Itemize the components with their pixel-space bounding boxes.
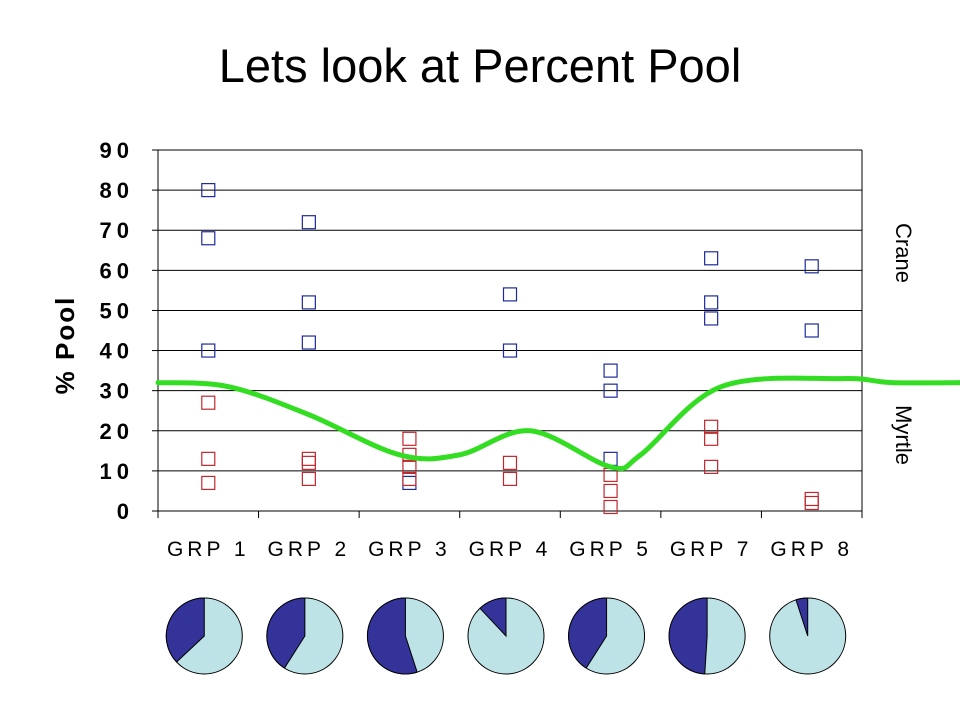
myrtle-marker [603,467,618,482]
myrtle-marker [704,459,719,474]
pie-grp-3 [366,597,444,675]
crane-marker [704,311,719,326]
pie-dark-slice [479,597,507,638]
myrtle-marker [402,459,417,474]
x-tick-labels: GRP 1 GRP 2 GRP 3 GRP 4 GRP 5 GRP 7 GRP 8 [157,511,863,561]
y-axis-label: % Pool [50,296,80,395]
axes [157,150,863,512]
y-tick-labels: 0 10 20 30 40 50 60 70 80 90 [100,138,134,524]
myrtle-marker [603,483,618,499]
myrtle-marker [704,419,719,434]
myrtle-marker [502,455,518,470]
pie-dark-slice [165,597,205,663]
crane-side-label: Crane [891,223,916,283]
pie-dark-slice [795,597,809,637]
divider-curve [155,375,960,472]
myrtle-marker [804,491,819,507]
slide-title: Lets look at Percent Pool [218,39,742,92]
myrtle-marker [201,451,216,466]
y-tick-label: 60 [100,258,134,283]
crane-marker [603,383,618,398]
x-tick-label: GRP 3 [368,538,451,561]
myrtle-marker [402,471,417,487]
myrtle-marker [502,471,518,487]
x-tick-label: GRP 5 [569,538,652,561]
crane-marker [704,295,719,310]
x-tick-label: GRP 1 [167,538,250,561]
crane-marker [502,287,518,302]
crane-marker [804,259,819,274]
pie-grp-7 [668,597,746,675]
pie-dark-slice [668,597,708,675]
myrtle-side-label: Myrtle [891,405,916,465]
crane-marker [804,323,819,338]
myrtle-marker [402,431,417,446]
crane-marker [201,343,216,358]
y-tick-label: 90 [100,138,134,163]
myrtle-marker [301,471,316,487]
y-tick-label: 30 [100,379,134,404]
myrtle-marker [603,499,618,515]
data-markers [201,183,819,515]
crane-marker [502,343,518,358]
myrtle-marker [704,431,719,446]
pie-grp-4 [467,597,545,675]
crane-marker [603,363,618,378]
myrtle-marker [201,395,216,410]
pie-grp-1 [165,597,243,675]
y-tick-label: 70 [100,218,134,243]
pie-dark-slice [266,597,306,669]
y-tick-label: 40 [100,339,134,364]
pie-grp-5 [568,597,646,675]
pie-dark-slice [366,597,418,675]
y-tick-label: 10 [100,459,134,484]
crane-marker [704,251,719,266]
myrtle-marker [804,495,819,511]
crane-marker [301,215,316,230]
pie-grp-2 [266,597,344,675]
crane-marker [301,295,316,310]
myrtle-marker [301,451,316,466]
y-tick-label: 50 [100,298,134,323]
myrtle-marker [201,475,216,491]
pie-dark-slice [568,597,608,669]
y-tick-label: 20 [100,419,134,444]
y-tick-label: 80 [100,178,134,203]
myrtle-marker [301,455,316,470]
x-tick-label: GRP 2 [268,538,351,561]
pie-charts [165,597,847,675]
x-tick-label: GRP 7 [670,538,753,561]
x-tick-label: GRP 4 [469,538,552,561]
crane-marker [402,475,417,491]
crane-marker [201,231,216,246]
pie-grp-8 [769,597,847,675]
gridlines [152,149,862,512]
x-tick-label: GRP 8 [770,538,853,561]
y-tick-label: 0 [117,499,134,524]
crane-marker [301,335,316,350]
crane-marker [201,183,216,198]
